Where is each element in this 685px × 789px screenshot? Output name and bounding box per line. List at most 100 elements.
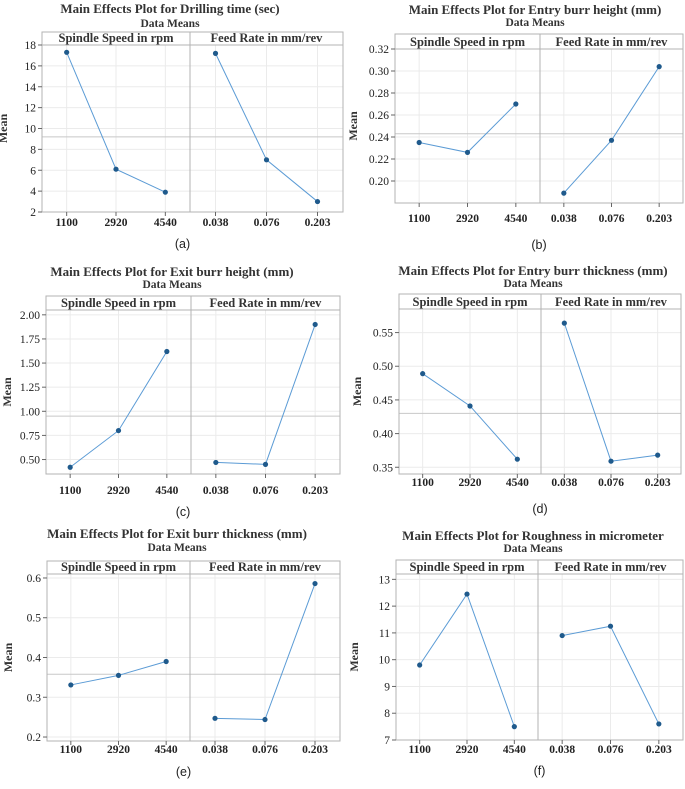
figure-caption: (b) — [531, 238, 546, 252]
y-axis-label: Mean — [350, 377, 364, 407]
y-tick-label: 7 — [384, 735, 390, 747]
data-point — [212, 715, 218, 721]
y-tick-label: 0.26 — [369, 110, 389, 122]
chart-subtitle: Data Means — [503, 278, 563, 290]
data-point — [113, 166, 119, 172]
x-tick-label: 0.203 — [645, 477, 671, 489]
data-point — [464, 149, 471, 155]
data-point — [263, 157, 270, 163]
panel-label: Spindle Speed in rpm — [410, 35, 526, 49]
y-tick-label: 13 — [379, 574, 391, 586]
x-tick-label: 0.076 — [598, 744, 624, 756]
data-point — [64, 49, 70, 55]
y-tick-label: 0.22 — [369, 154, 389, 166]
chart-title: Main Effects Plot for Drilling time (sec… — [60, 1, 279, 16]
data-point — [213, 459, 219, 466]
chart-subtitle: Data Means — [147, 542, 207, 554]
panel-label: Feed Rate in mm/rev — [555, 560, 668, 574]
y-tick-label: 2 — [30, 207, 36, 219]
y-tick-label: 8 — [384, 708, 390, 720]
y-tick-label: 12 — [25, 103, 37, 115]
y-tick-label: 14 — [25, 82, 37, 94]
data-point — [417, 662, 423, 668]
panel-label: Feed Rate in mm/rev — [555, 295, 668, 309]
data-point — [514, 456, 520, 462]
data-point — [561, 320, 567, 326]
x-tick-label: 4540 — [154, 217, 177, 229]
y-axis-label: Mean — [346, 111, 360, 141]
chart-b: Main Effects Plot for Entry burr height … — [346, 2, 684, 252]
chart-title: Main Effects Plot for Entry burr thickne… — [398, 263, 667, 278]
chart-d: Main Effects Plot for Entry burr thickne… — [350, 263, 682, 516]
y-tick-label: 0.20 — [369, 176, 389, 188]
x-tick-label: 2920 — [105, 217, 128, 229]
y-tick-label: 0.32 — [369, 44, 389, 56]
data-point — [608, 137, 615, 143]
x-tick-label: 2920 — [456, 213, 479, 225]
x-tick-label: 1100 — [408, 213, 431, 225]
chart-subtitle: Data Means — [140, 18, 200, 30]
data-point — [163, 658, 169, 665]
y-tick-label: 0.24 — [369, 132, 389, 144]
y-tick-label: 4 — [30, 186, 36, 198]
x-tick-label: 2920 — [107, 485, 130, 497]
y-axis-label: Mean — [0, 377, 14, 407]
y-tick-label: 10 — [379, 655, 391, 667]
panel-label: Spindle Speed in rpm — [61, 560, 177, 574]
y-tick-label: 11 — [379, 628, 390, 640]
y-tick-label: 0.4 — [27, 653, 42, 665]
x-tick-label: 0.038 — [202, 744, 228, 756]
figure-caption: (d) — [532, 502, 547, 516]
y-axis-label: Mean — [1, 643, 15, 673]
y-tick-label: 10 — [25, 124, 37, 136]
x-tick-label: 2920 — [459, 477, 482, 489]
x-tick-label: 1100 — [55, 217, 78, 229]
plot-frame — [394, 33, 684, 204]
data-point — [68, 682, 74, 688]
chart-a: Main Effects Plot for Drilling time (sec… — [0, 1, 344, 251]
panel-label: Feed Rate in mm/rev — [211, 31, 324, 45]
panel-label: Spindle Speed in rpm — [410, 560, 526, 574]
data-point — [655, 452, 661, 458]
data-point — [262, 461, 269, 467]
y-tick-label: 12 — [379, 601, 391, 613]
data-point — [656, 721, 662, 727]
x-tick-label: 0.203 — [646, 213, 672, 225]
x-tick-label: 4540 — [155, 485, 178, 497]
y-tick-label: 1.50 — [20, 358, 40, 370]
data-point — [115, 672, 122, 678]
plot-frame — [395, 559, 684, 741]
x-tick-label: 0.038 — [551, 213, 577, 225]
x-tick-label: 0.076 — [598, 477, 624, 489]
data-point — [607, 623, 614, 629]
y-tick-label: 18 — [25, 40, 37, 52]
data-point — [467, 403, 473, 409]
data-point — [262, 716, 268, 723]
chart-f: Main Effects Plot for Roughness in micro… — [347, 528, 684, 778]
panel-label: Feed Rate in mm/rev — [209, 560, 322, 574]
y-tick-label: 0.50 — [373, 361, 393, 373]
y-tick-label: 0.45 — [373, 395, 393, 407]
y-tick-label: 0.30 — [369, 66, 389, 78]
x-tick-label: 4540 — [155, 744, 178, 756]
panel-label: Spindle Speed in rpm — [59, 31, 175, 45]
chart-title: Main Effects Plot for Exit burr thicknes… — [47, 526, 307, 541]
y-tick-label: 6 — [30, 165, 36, 177]
y-tick-label: 0.35 — [373, 462, 393, 474]
data-point — [115, 427, 122, 434]
y-axis-label: Mean — [347, 642, 361, 672]
plot-frame — [41, 31, 344, 213]
panel-label: Spindle Speed in rpm — [413, 295, 529, 309]
data-point — [420, 371, 426, 377]
x-tick-label: 0.038 — [549, 744, 575, 756]
x-tick-label: 2920 — [107, 744, 130, 756]
plot-frame — [46, 560, 341, 742]
x-tick-label: 0.038 — [203, 485, 229, 497]
data-point — [164, 348, 170, 355]
panel-label: Feed Rate in mm/rev — [556, 35, 669, 49]
chart-c: Main Effects Plot for Exit burr height (… — [0, 264, 341, 519]
y-tick-label: 2.00 — [20, 310, 40, 322]
figure-caption: (f) — [534, 764, 546, 778]
y-tick-label: 1.00 — [20, 406, 40, 418]
